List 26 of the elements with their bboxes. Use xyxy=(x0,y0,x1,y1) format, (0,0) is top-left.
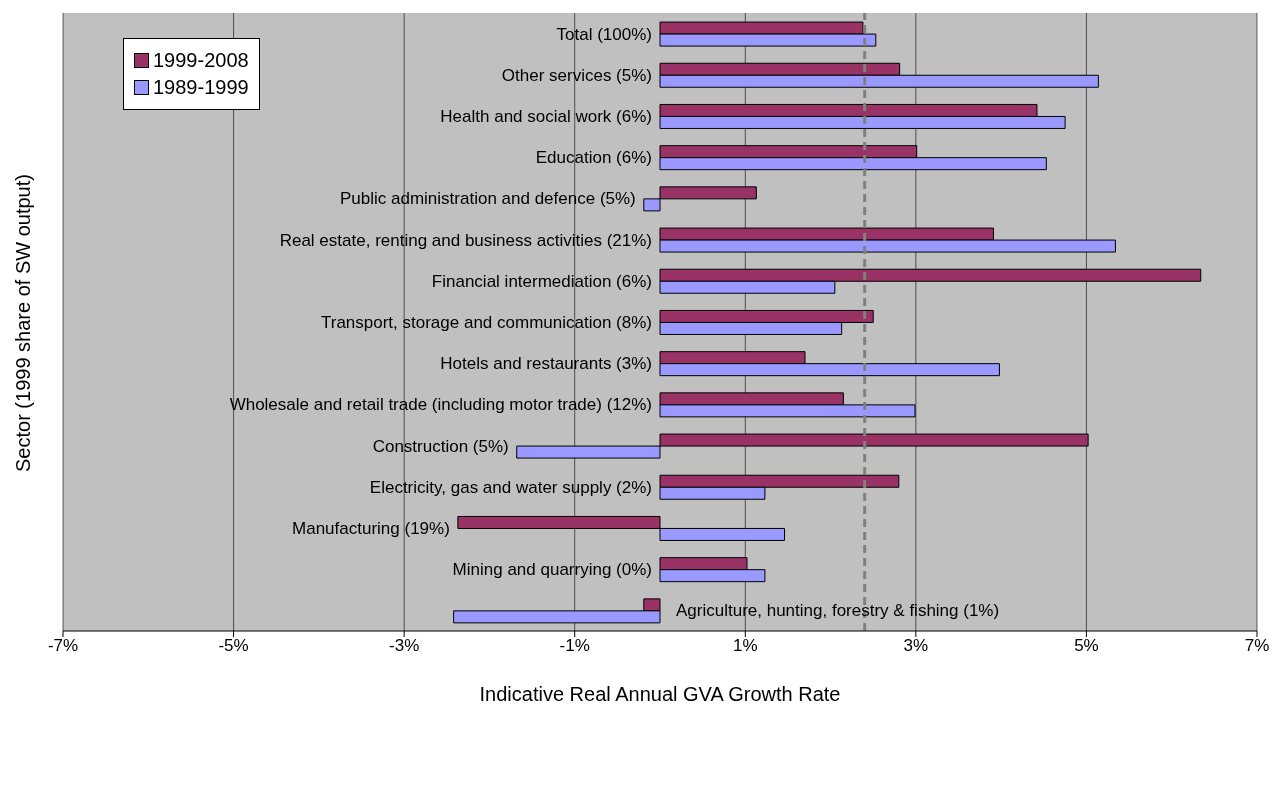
x-tick-label: -5% xyxy=(218,636,249,656)
x-axis-title: Indicative Real Annual GVA Growth Rate xyxy=(479,683,841,705)
y-tick-label: Total (100%) xyxy=(556,24,652,44)
y-tick-label: Financial intermediation (6%) xyxy=(431,271,652,291)
y-tick-label: Other services (5%) xyxy=(501,65,652,85)
x-tick-label: 7% xyxy=(1244,636,1270,656)
y-tick-label: Health and social work (6%) xyxy=(440,107,652,126)
x-tick-label: -3% xyxy=(389,636,420,656)
legend-label: 1989-1999 xyxy=(153,76,249,99)
y-tick-label: Electricity, gas and water supply (2%) xyxy=(369,477,652,497)
x-tick-label: -7% xyxy=(47,636,79,656)
x-tick-label: 5% xyxy=(1074,636,1099,656)
legend-label: 1999-2008 xyxy=(153,49,249,72)
x-tick-label: -1% xyxy=(559,636,590,656)
y-tick-label: Public administration and defence (5%) xyxy=(340,189,636,209)
x-tick-label: 1% xyxy=(733,636,758,656)
y-tick-label: Mining and quarrying (0%) xyxy=(452,560,652,580)
y-tick-label: Construction (5%) xyxy=(372,436,509,456)
y-tick-label: Transport, storage and communication (8%) xyxy=(320,313,652,332)
y-axis-title: Sector (1999 share of SW output) xyxy=(12,174,35,472)
y-tick-label: Real estate, renting and business activities (21%) xyxy=(279,230,652,250)
y-tick-label: Education (6%) xyxy=(535,148,652,168)
y-tick-label: Hotels and restaurants (3%) xyxy=(440,354,652,374)
y-tick-label: Agriculture, hunting, forestry & fishing (1%) xyxy=(676,601,1000,621)
x-tick-label: 3% xyxy=(903,636,929,656)
y-tick-label: Manufacturing (19%) xyxy=(292,519,450,538)
